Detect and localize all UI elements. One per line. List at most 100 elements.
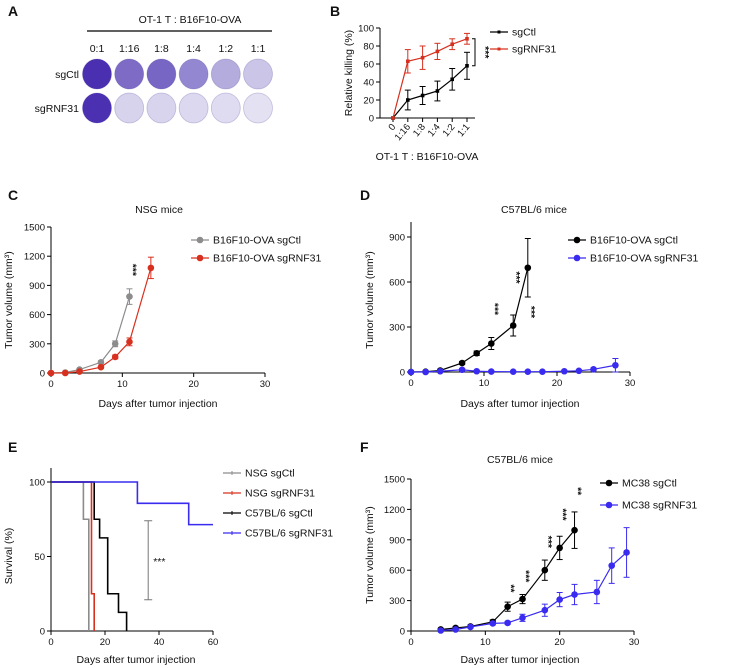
y-tick-label: 100 [358, 24, 374, 35]
series-line [51, 267, 152, 374]
significance-stars: *** [153, 556, 165, 568]
series-1 [391, 32, 470, 120]
well-rim [210, 58, 241, 90]
significance-bracket [472, 38, 476, 67]
well-rim [114, 92, 145, 124]
well-rim [146, 58, 177, 90]
panel-label: A [8, 3, 18, 19]
x-tick-label: 0 [408, 378, 413, 389]
data-point [465, 64, 469, 68]
well [146, 93, 176, 123]
x-tick-label: 1:2 [441, 122, 458, 139]
survival-curve-3 [51, 481, 213, 526]
well [243, 93, 273, 123]
y-tick-label: 50 [34, 552, 45, 563]
series-0 [47, 288, 133, 377]
series-1 [47, 256, 155, 377]
well [211, 59, 241, 89]
data-point [593, 588, 601, 596]
legend-label: sgCtl [512, 27, 536, 39]
well [179, 93, 209, 123]
chart-title: C57BL/6 mice [487, 454, 553, 466]
data-point [556, 596, 563, 603]
y-tick-label: 900 [389, 233, 405, 244]
well [146, 59, 176, 89]
well-rim [82, 92, 112, 124]
data-point [504, 619, 511, 627]
x-tick-label: 0 [386, 122, 398, 133]
data-point [406, 98, 410, 102]
legend-marker [497, 47, 501, 51]
y-tick-label: 0 [400, 627, 405, 638]
series-0 [391, 51, 470, 120]
well [114, 59, 144, 89]
data-point [509, 322, 517, 329]
data-point [61, 369, 69, 377]
data-point [571, 526, 578, 534]
data-point [488, 368, 495, 375]
legend-label: NSG sgCtl [245, 468, 295, 480]
x-tick-label: 0 [48, 379, 53, 390]
data-point [391, 116, 395, 120]
survival-curve-0 [51, 481, 90, 631]
data-point [420, 93, 425, 98]
well [179, 59, 209, 89]
significance-stars: *** [479, 46, 491, 59]
well-rim [114, 58, 145, 90]
data-point [458, 366, 466, 374]
data-point [519, 614, 526, 622]
column-label: 1:4 [186, 43, 201, 55]
y-tick-label: 300 [389, 596, 405, 607]
legend-marker [497, 30, 501, 34]
y-tick-label: 1200 [384, 505, 405, 516]
significance-stars: ** [572, 487, 584, 496]
significance-stars: *** [126, 264, 138, 277]
x-tick-label: 30 [629, 637, 640, 648]
row-label: sgRNF31 [35, 103, 80, 115]
legend-marker [605, 479, 613, 487]
data-point [422, 368, 429, 376]
x-tick-label: 10 [117, 379, 128, 390]
significance-stars: *** [557, 508, 569, 521]
well-rim [243, 58, 273, 90]
legend-label: MC38 sgCtl [622, 478, 677, 490]
data-point [126, 293, 133, 300]
data-point [450, 77, 454, 82]
panel-label: B [330, 3, 340, 19]
x-tick-label: 60 [208, 637, 219, 648]
y-tick-label: 40 [363, 78, 374, 89]
data-point [473, 349, 481, 357]
well [82, 59, 112, 89]
data-point [467, 623, 474, 631]
well [82, 93, 112, 123]
x-tick-label: 0 [48, 637, 53, 648]
x-tick-label: 40 [154, 637, 165, 648]
y-tick-label: 600 [29, 310, 45, 321]
data-point [465, 37, 469, 41]
panel-label: C [8, 187, 18, 203]
significance-stars: *** [542, 536, 554, 549]
y-tick-label: 300 [389, 323, 405, 334]
column-label: 1:16 [119, 43, 140, 55]
data-point [407, 368, 415, 376]
significance-stars: *** [520, 570, 532, 583]
y-tick-label: 900 [29, 281, 45, 292]
data-point [450, 42, 454, 46]
x-axis-label: Days after tumor injection [98, 398, 217, 410]
data-point [504, 603, 511, 610]
x-tick-label: 10 [480, 637, 491, 648]
legend-label: MC38 sgRNF31 [622, 500, 697, 512]
data-point [437, 627, 445, 634]
x-tick-label: 30 [260, 379, 271, 390]
y-tick-label: 100 [29, 478, 45, 489]
data-point [623, 549, 630, 556]
y-tick-label: 1500 [384, 475, 405, 486]
y-tick-label: 0 [400, 368, 405, 379]
series-0 [407, 238, 532, 376]
data-point [420, 55, 425, 60]
legend-label: B16F10-OVA sgRNF31 [213, 253, 322, 265]
y-tick-label: 1500 [24, 223, 45, 234]
y-tick-label: 1200 [24, 252, 45, 263]
legend-label: NSG sgRNF31 [245, 488, 315, 500]
